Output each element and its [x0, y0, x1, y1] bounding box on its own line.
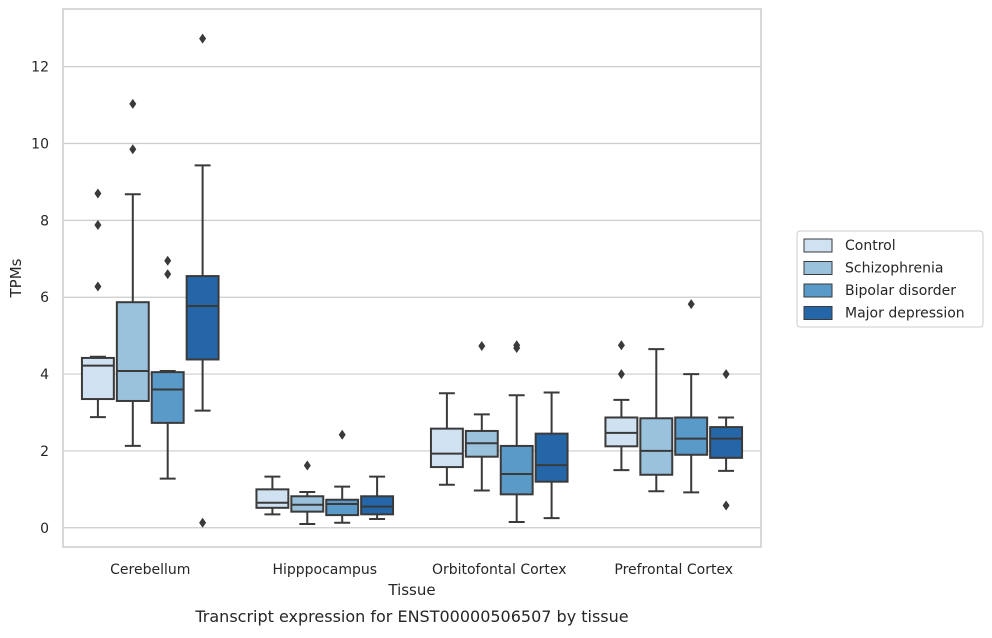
outlier-point	[687, 299, 695, 310]
box-plot	[499, 340, 534, 524]
legend: Control Schizophrenia Bipolar disorder Majo…	[796, 230, 984, 328]
box-plot	[709, 369, 744, 511]
outlier-point	[722, 369, 730, 380]
legend-label: Major depression	[845, 306, 965, 322]
box-plot	[255, 475, 290, 516]
x-axis-label: Tissue	[387, 581, 435, 599]
y-tick-label: 2	[40, 444, 49, 460]
outlier-point	[199, 517, 207, 528]
box	[674, 416, 709, 456]
outlier-point	[617, 340, 625, 351]
box	[255, 488, 290, 509]
legend-swatch	[803, 283, 833, 298]
box-plot	[464, 341, 499, 492]
legend-label: Schizophrenia	[845, 261, 943, 277]
box-plot	[185, 33, 220, 528]
box	[115, 301, 150, 402]
y-tick-label: 4	[40, 367, 49, 383]
box-plot	[639, 348, 674, 493]
box-plot	[360, 475, 395, 520]
y-tick-label: 8	[40, 213, 49, 229]
outlier-point	[199, 33, 207, 44]
outlier-point	[94, 281, 102, 292]
x-tick-label: Hipppocampus	[272, 562, 377, 578]
box	[429, 427, 464, 469]
boxes	[80, 33, 744, 528]
box-plot	[604, 340, 639, 472]
box-plot	[290, 460, 325, 525]
outlier-point	[164, 255, 172, 266]
box	[534, 432, 569, 483]
box-plot	[429, 392, 464, 486]
y-tick-labels: 0 2 4 6 8 10 12	[31, 60, 49, 537]
outlier-point	[478, 341, 486, 352]
x-tick-label: Prefrontal Cortex	[614, 562, 733, 578]
outlier-point	[722, 500, 730, 511]
box-plot	[115, 98, 150, 447]
legend-frame	[796, 230, 984, 328]
legend-items: Control Schizophrenia Bipolar disorder Majo…	[803, 238, 965, 322]
plot-frame	[62, 8, 762, 548]
outlier-point	[338, 429, 346, 440]
legend-swatch	[803, 238, 833, 253]
box	[325, 498, 360, 517]
box	[185, 275, 220, 361]
legend-label: Bipolar disorder	[845, 283, 956, 299]
box-plot	[150, 255, 185, 480]
y-tick-label: 0	[40, 521, 49, 537]
outlier-point	[94, 219, 102, 230]
outlier-point	[513, 340, 521, 351]
box	[499, 444, 534, 496]
box-plot	[325, 429, 360, 524]
box-plot	[80, 188, 115, 419]
y-tick-label: 10	[31, 137, 49, 153]
x-tick-labels: Cerebellum Hipppocampus Orbitofontal Corte…	[110, 562, 733, 578]
chart-title: Transcript expression for ENST0000050650…	[194, 607, 628, 626]
outlier-point	[129, 144, 137, 155]
y-tick-label: 12	[31, 60, 49, 76]
outlier-point	[129, 98, 137, 109]
box-plot	[534, 391, 569, 520]
box	[709, 426, 744, 459]
outlier-point	[303, 460, 311, 471]
x-tick-label: Orbitofontal Cortex	[432, 562, 567, 578]
box-plot	[674, 299, 709, 494]
y-axis-label: TPMs	[7, 258, 25, 298]
x-tick-label: Cerebellum	[110, 562, 190, 578]
outlier-point	[617, 369, 625, 380]
box	[150, 371, 185, 424]
box	[639, 417, 674, 476]
y-tick-label: 6	[40, 290, 49, 306]
outlier-point	[94, 188, 102, 199]
outlier-point	[164, 269, 172, 280]
legend-swatch	[803, 306, 833, 320]
box	[360, 495, 395, 516]
box	[80, 356, 115, 401]
legend-swatch	[803, 261, 833, 275]
legend-label: Control	[845, 238, 896, 254]
